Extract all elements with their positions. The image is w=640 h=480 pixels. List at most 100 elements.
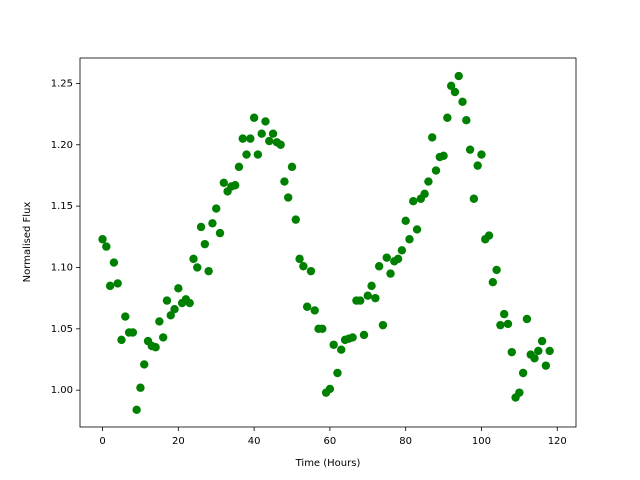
- point: [234, 162, 244, 172]
- point: [371, 293, 380, 303]
- point: [409, 197, 418, 206]
- point: [193, 263, 202, 272]
- point: [446, 81, 456, 91]
- point: [196, 222, 206, 232]
- point: [359, 330, 369, 340]
- point: [337, 345, 346, 354]
- x-tick-label: 20: [172, 436, 185, 447]
- point: [208, 219, 217, 228]
- point: [284, 193, 293, 202]
- point: [405, 235, 414, 244]
- point: [189, 254, 198, 264]
- point: [113, 279, 122, 288]
- point: [397, 246, 407, 255]
- point: [367, 281, 376, 291]
- point: [393, 254, 403, 264]
- point: [469, 194, 479, 203]
- point: [132, 405, 141, 415]
- point: [530, 354, 539, 363]
- point: [136, 383, 145, 392]
- point: [439, 151, 448, 161]
- point: [200, 239, 210, 249]
- point: [515, 388, 524, 397]
- point: [230, 181, 240, 190]
- point: [329, 340, 338, 349]
- point: [174, 284, 183, 293]
- point: [534, 346, 543, 356]
- point: [261, 117, 270, 126]
- point: [522, 314, 532, 324]
- point: [412, 225, 422, 234]
- point: [473, 161, 482, 170]
- point: [374, 262, 384, 271]
- x-tick-label: 100: [472, 436, 491, 447]
- point: [246, 134, 255, 143]
- x-tick-label: 40: [248, 436, 261, 447]
- point: [484, 231, 494, 240]
- point: [496, 320, 505, 330]
- point: [431, 166, 441, 175]
- point: [291, 215, 300, 224]
- x-tick-label: 120: [548, 436, 567, 447]
- point: [185, 298, 194, 308]
- x-tick-label: 80: [399, 436, 412, 447]
- point: [378, 320, 388, 330]
- x-tick-label: 60: [324, 436, 337, 447]
- point: [488, 277, 498, 287]
- point: [204, 266, 213, 276]
- y-tick-label: 1.25: [51, 78, 73, 89]
- point: [158, 333, 168, 342]
- y-tick-label: 1.00: [51, 385, 73, 396]
- y-tick-label: 1.10: [51, 262, 73, 273]
- point: [420, 189, 429, 199]
- point: [458, 97, 467, 107]
- point: [443, 113, 452, 122]
- point: [386, 269, 395, 278]
- y-tick-label: 1.20: [51, 140, 73, 151]
- point: [128, 328, 138, 337]
- point: [105, 281, 115, 291]
- point: [537, 336, 547, 346]
- point: [507, 347, 516, 357]
- point: [212, 204, 221, 213]
- point: [170, 304, 179, 314]
- point: [382, 253, 391, 262]
- y-tick-label: 1.15: [51, 201, 73, 212]
- point: [424, 177, 433, 186]
- point: [295, 254, 304, 264]
- point: [401, 216, 410, 226]
- point: [287, 162, 297, 172]
- point: [462, 116, 471, 125]
- plot-frame: [79, 57, 577, 428]
- point: [166, 311, 175, 320]
- point: [121, 312, 130, 321]
- y-axis-label: Normalised Flux: [22, 202, 33, 283]
- point: [310, 306, 319, 315]
- point: [306, 266, 316, 276]
- point: [253, 150, 263, 159]
- point: [109, 258, 119, 267]
- point: [541, 361, 551, 370]
- point: [151, 343, 160, 352]
- point: [155, 317, 164, 326]
- y-tick-label: 1.05: [51, 324, 73, 335]
- point: [333, 368, 342, 378]
- point: [465, 145, 475, 154]
- point: [518, 368, 528, 378]
- point: [102, 242, 111, 251]
- point: [428, 133, 437, 142]
- point: [268, 129, 278, 138]
- point: [276, 140, 285, 149]
- point: [348, 333, 357, 342]
- x-tick-label: 0: [99, 436, 105, 447]
- point: [503, 319, 513, 329]
- point: [219, 178, 228, 187]
- point: [98, 235, 107, 244]
- point: [302, 302, 312, 311]
- point: [117, 335, 126, 345]
- point: [499, 309, 509, 319]
- point: [280, 177, 289, 186]
- point: [140, 360, 149, 369]
